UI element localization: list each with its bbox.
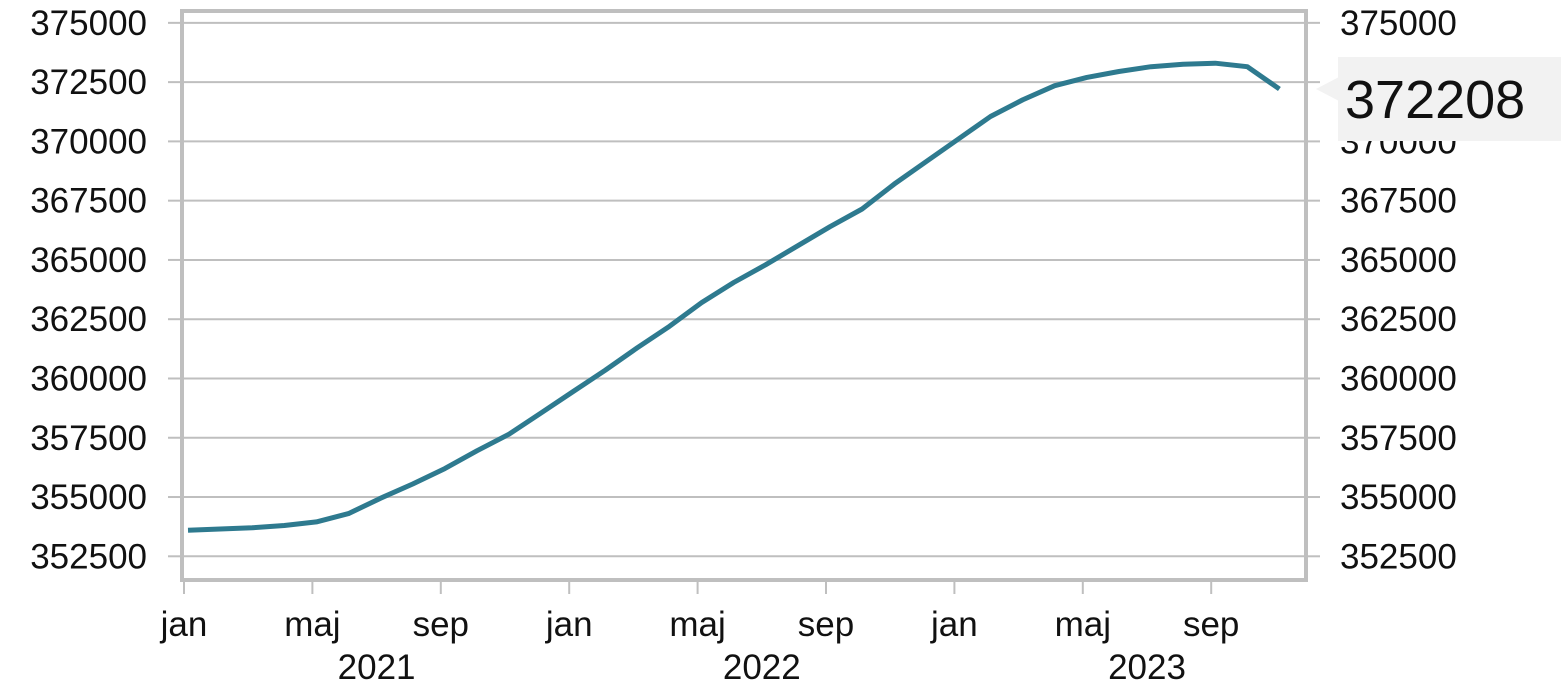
- callout-box: [1338, 57, 1561, 141]
- y-tick-label-right: 362500: [1340, 300, 1457, 339]
- y-tick-label-right: 367500: [1340, 182, 1457, 221]
- y-tick-label-right: 360000: [1340, 359, 1457, 398]
- x-tick-label: jan: [545, 605, 593, 644]
- x-tick-label: sep: [413, 605, 469, 644]
- x-tick-label: maj: [284, 605, 340, 644]
- gridlines: [182, 21, 1306, 558]
- y-tick-label-left: 375000: [30, 4, 147, 43]
- y-tick-label-right: 355000: [1340, 478, 1457, 517]
- y-tick-label-left: 352500: [30, 537, 147, 576]
- y-tick-label-right: 365000: [1340, 241, 1457, 280]
- y-tick-label-left: 355000: [30, 478, 147, 517]
- y-tick-label-left: 370000: [30, 122, 147, 161]
- y-tick-label-left: 357500: [30, 419, 147, 458]
- y-axis-left: 352500 355000 357500 360000 362500 365000 3675…: [30, 4, 182, 576]
- plot-frame: [180, 9, 1308, 582]
- x-tick-label: jan: [930, 605, 978, 644]
- x-tick-label: sep: [1183, 605, 1239, 644]
- y-axis-right: 352500 355000 357500 360000 362500 365000 3675…: [1306, 4, 1457, 576]
- y-tick-label-left: 365000: [30, 241, 147, 280]
- y-tick-label-left: 362500: [30, 300, 147, 339]
- series-line: [187, 60, 1281, 533]
- x-year-label: 2022: [723, 648, 801, 684]
- last-value-callout: 372208: [1316, 57, 1561, 141]
- callout-pointer: [1316, 77, 1339, 101]
- y-tick-label-left: 367500: [30, 182, 147, 221]
- x-tick-label: sep: [798, 605, 854, 644]
- x-tick-label: maj: [669, 605, 725, 644]
- y-tick-label-right: 375000: [1340, 4, 1457, 43]
- x-year-label: 2021: [338, 648, 416, 684]
- y-tick-label-left: 360000: [30, 359, 147, 398]
- y-tick-label-left: 372500: [30, 63, 147, 102]
- x-axis: jan maj sep jan maj sep jan maj sep 2021 2022 2023: [160, 580, 1239, 684]
- x-year-label: 2023: [1108, 648, 1186, 684]
- x-tick-label: maj: [1055, 605, 1111, 644]
- x-tick-label: jan: [160, 605, 208, 644]
- y-tick-label-right: 357500: [1340, 419, 1457, 458]
- last-value-label: 372208: [1345, 70, 1525, 130]
- y-tick-label-right: 352500: [1340, 537, 1457, 576]
